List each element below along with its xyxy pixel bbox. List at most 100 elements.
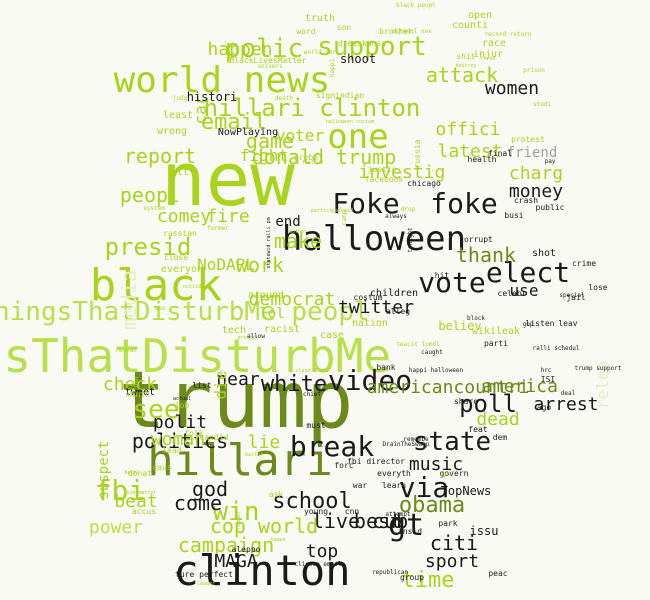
- word-134: leav: [558, 319, 577, 328]
- word-188: accus: [132, 507, 156, 516]
- word-119: probe: [294, 153, 318, 162]
- word-5: hillari: [147, 435, 332, 486]
- word-24: presid: [105, 233, 192, 261]
- word-147: war: [353, 481, 368, 490]
- word-193: sex: [155, 305, 166, 312]
- word-70: democrat: [249, 289, 336, 310]
- word-21: email: [201, 110, 267, 135]
- word-180: month: [126, 390, 150, 399]
- word-220: human: [270, 537, 285, 543]
- word-39: offici: [435, 119, 500, 140]
- word-203: studi: [533, 101, 551, 108]
- word-192: gun: [133, 376, 140, 387]
- word-166: tonight: [407, 227, 414, 253]
- word-89: shot: [532, 248, 556, 259]
- word-93: wikileak: [472, 326, 520, 337]
- word-218: live matter: [123, 490, 156, 496]
- word-212: terrorist: [256, 294, 283, 300]
- word-6: world news: [114, 60, 331, 101]
- word-124: public: [536, 203, 565, 212]
- word-183: lead: [162, 446, 181, 455]
- word-177: deal: [561, 390, 576, 397]
- word-161: peac: [488, 569, 507, 578]
- word-90: children: [370, 288, 418, 299]
- word-57: americancountri: [367, 377, 530, 398]
- word-15: break: [290, 430, 374, 463]
- word-184: ask: [269, 490, 284, 499]
- word-129: jail: [566, 293, 585, 302]
- word-221: leader: [197, 581, 215, 587]
- word-121: protest: [511, 135, 545, 144]
- word-44: check: [103, 374, 157, 395]
- word-207: halloween costum: [326, 119, 374, 125]
- word-62: twitter: [338, 297, 414, 318]
- word-76: fight: [240, 146, 288, 165]
- word-0: trump: [119, 356, 354, 446]
- word-99: nation: [352, 318, 388, 329]
- word-92: everyon: [161, 264, 203, 275]
- word-103: htt: [171, 167, 189, 178]
- word-160: group: [400, 573, 424, 582]
- word-128: lose: [588, 283, 607, 292]
- word-22: via: [399, 471, 450, 504]
- word-33: game: [246, 129, 294, 153]
- word-87: shoot: [340, 52, 376, 66]
- word-28: time: [402, 568, 455, 593]
- word-30: school: [272, 489, 351, 514]
- word-102: least: [163, 110, 193, 121]
- word-36: make: [274, 229, 322, 253]
- word-88: TopNews: [441, 484, 492, 498]
- word-68: near: [216, 369, 260, 390]
- word-170: trump support: [575, 365, 622, 372]
- word-52: media: [117, 270, 141, 330]
- word-189: russian: [163, 229, 197, 238]
- word-41: america: [482, 376, 558, 397]
- word-4: clinton: [173, 546, 350, 595]
- word-47: live cub: [312, 509, 408, 533]
- word-54: citi: [430, 531, 478, 555]
- word-206: camp: [341, 210, 348, 225]
- word-141: feat: [468, 425, 487, 434]
- word-132: parti: [484, 339, 508, 348]
- word-14: elect: [486, 256, 570, 289]
- word-167: block: [467, 315, 485, 322]
- word-85: suspect: [96, 440, 112, 499]
- word-42: politics: [132, 429, 228, 453]
- word-190: former: [207, 225, 229, 232]
- word-111: brother: [379, 27, 413, 36]
- word-209: statewid ralli pm: [266, 217, 272, 268]
- word-46: cop world: [210, 514, 318, 538]
- word-159: ture perfect: [175, 570, 233, 579]
- word-98: case: [320, 330, 344, 341]
- word-149: insid: [398, 527, 422, 536]
- word-25: see: [133, 395, 180, 425]
- word-13: vote: [418, 266, 485, 299]
- word-196: death: [275, 95, 293, 102]
- word-23: gt: [388, 508, 424, 543]
- word-120: close: [164, 253, 188, 262]
- word-80: power: [89, 517, 143, 538]
- word-84: lol: [259, 306, 284, 322]
- word-211: claim blame: [295, 368, 328, 374]
- word-75: NoDAPL: [197, 255, 255, 274]
- word-86: believ: [438, 319, 481, 333]
- word-101: wrong: [157, 126, 187, 137]
- word-83: end: [275, 214, 300, 230]
- word-214: outsid: [183, 284, 201, 290]
- word-29: obama: [399, 493, 465, 518]
- word-126: corrupt: [459, 235, 493, 244]
- word-12: video: [328, 364, 412, 397]
- word-27: poll: [459, 390, 517, 418]
- word-123: crash: [514, 196, 538, 205]
- word-58: music: [409, 454, 463, 475]
- word-94: tweet: [125, 387, 155, 398]
- word-71: comey: [157, 206, 211, 227]
- word-168: special: [559, 292, 585, 299]
- word-130: celebr: [498, 289, 527, 298]
- word-104: truth: [305, 13, 335, 24]
- word-18: state: [413, 427, 491, 457]
- word-109: word: [296, 27, 315, 36]
- word-169: gop: [523, 321, 534, 328]
- word-216: actual: [173, 396, 191, 402]
- word-60: MAGA: [214, 551, 258, 572]
